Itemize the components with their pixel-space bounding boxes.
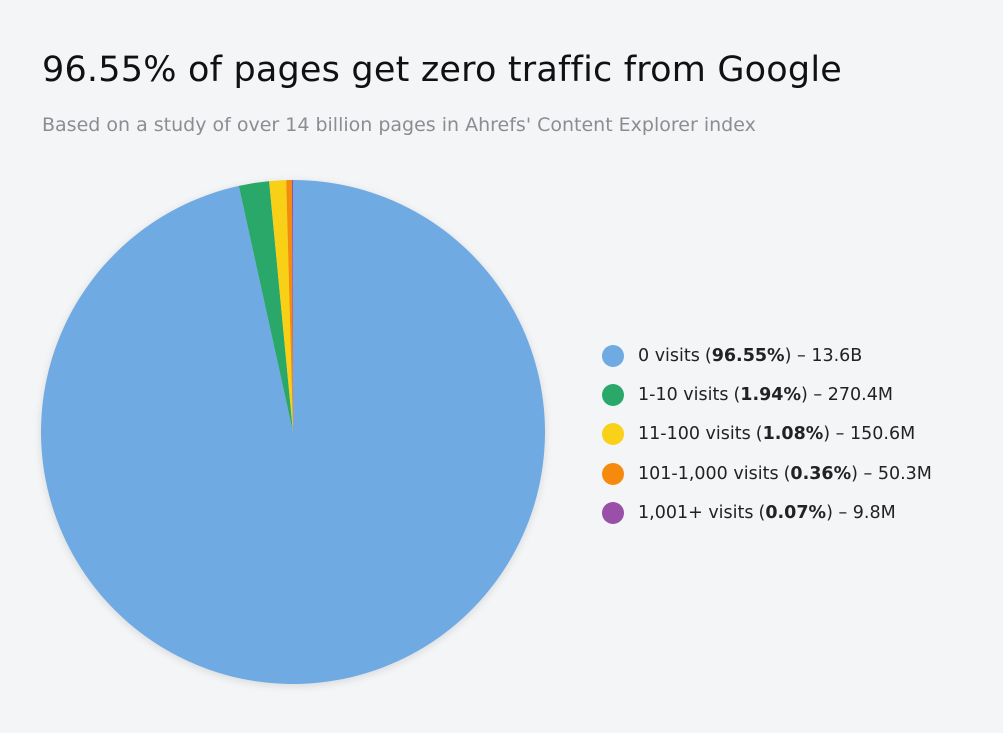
- pie-slice: [291, 180, 293, 432]
- legend-percent: 1.94%: [733, 385, 807, 405]
- legend-marker: [602, 501, 624, 524]
- legend-marker: [602, 383, 624, 406]
- chart-title: 96.55% of pages get zero traffic from Go…: [42, 50, 842, 90]
- legend-count: 13.6B: [791, 346, 862, 366]
- pie-slice: [269, 180, 293, 432]
- legend: 0 visits96.55%13.6B1-10 visits1.94%270.4…: [602, 336, 932, 532]
- legend-count: 270.4M: [808, 385, 893, 405]
- legend-item: 1,001+ visits0.07%9.8M: [602, 493, 932, 532]
- legend-label: 1-10 visits: [638, 384, 729, 405]
- legend-percent: 96.55%: [705, 346, 792, 366]
- legend-percent: 1.08%: [756, 424, 830, 444]
- legend-item: 1-10 visits1.94%270.4M: [602, 375, 932, 414]
- legend-marker: [602, 423, 624, 446]
- legend-count: 9.8M: [833, 503, 896, 523]
- legend-item: 101-1,000 visits0.36%50.3M: [602, 454, 932, 493]
- legend-item: 0 visits96.55%13.6B: [602, 336, 932, 375]
- legend-item: 11-100 visits1.08%150.6M: [602, 415, 932, 454]
- legend-percent: 0.07%: [759, 503, 833, 523]
- legend-label: 101-1,000 visits: [638, 463, 779, 484]
- legend-label: 11-100 visits: [638, 424, 751, 445]
- legend-count: 150.6M: [830, 424, 915, 444]
- legend-marker: [602, 462, 624, 485]
- legend-percent: 0.36%: [784, 464, 858, 484]
- pie: [40, 180, 545, 684]
- legend-count: 50.3M: [858, 464, 932, 484]
- chart-subtitle: Based on a study of over 14 billion page…: [42, 114, 756, 136]
- pie-slice: [238, 181, 293, 432]
- legend-label: 0 visits: [638, 345, 700, 366]
- legend-marker: [602, 344, 624, 367]
- pie-slice: [286, 180, 293, 432]
- legend-label: 1,001+ visits: [638, 502, 754, 523]
